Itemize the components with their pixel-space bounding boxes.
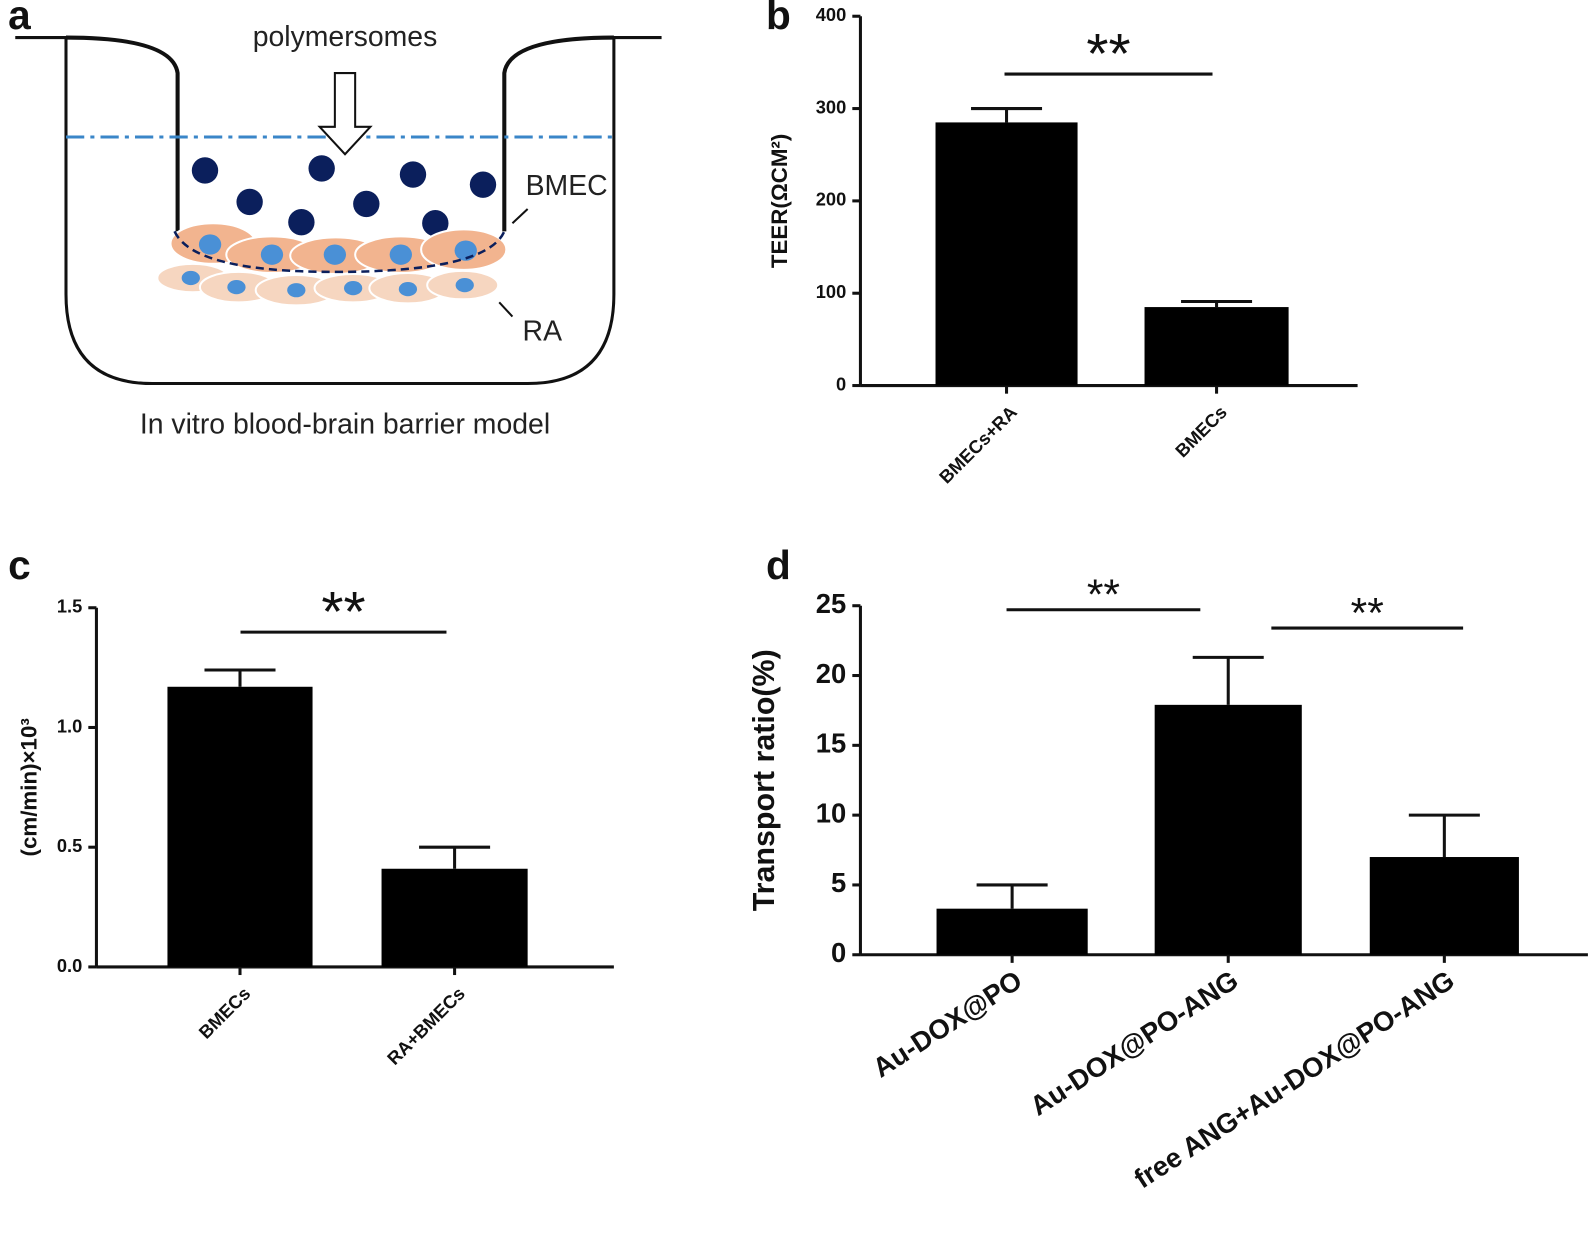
chart: b 0 100 200 300 400 TEER(ΩCM²) BMECs+RA BMECs ** <box>766 0 1358 487</box>
diagram: a polymersomes BMEC RA In vitro blood-br… <box>8 0 662 441</box>
bar <box>936 908 1088 955</box>
pointer <box>498 301 514 318</box>
y-tick-label: 0 <box>831 937 846 968</box>
x-tick-label: Au-DOX@PO-ANG <box>1024 964 1243 1121</box>
polymersomes <box>191 155 497 237</box>
bmec-cells <box>169 222 508 275</box>
y-tick-label: 200 <box>816 189 846 210</box>
panel-label: c <box>8 542 31 588</box>
membrane <box>173 230 506 274</box>
chart: d 0 5 10 15 20 25 Transport ratio(%) Au-DOX@POAu… <box>747 542 1588 1194</box>
well <box>15 36 662 386</box>
y-tick-label: 300 <box>816 96 846 117</box>
significance: ** <box>1086 23 1130 86</box>
bar <box>1154 704 1302 955</box>
y-axis-label: Transport ratio(%) <box>747 649 781 911</box>
y-tick-label: 400 <box>816 4 846 25</box>
insert <box>65 35 614 232</box>
arrow-label: polymersomes <box>253 21 438 53</box>
y-tick-label: 1.5 <box>57 596 82 617</box>
y-tick-label: 25 <box>816 588 846 619</box>
y-tick-label: 10 <box>816 797 846 828</box>
y-tick-label: 15 <box>816 728 846 759</box>
bar <box>1144 307 1289 386</box>
x-tick-label: Au-DOX@PO <box>867 964 1027 1083</box>
layer-label: BMEC <box>526 170 608 202</box>
y-tick-label: 0.0 <box>57 955 82 976</box>
significance: ** <box>1351 589 1384 637</box>
y-tick-label: 20 <box>816 658 846 689</box>
x-tick-label: RA+BMECs <box>383 983 469 1069</box>
bar <box>935 122 1078 386</box>
ra-cells <box>156 262 500 307</box>
bar <box>1369 857 1519 955</box>
x-tick-label: BMECs <box>194 983 254 1043</box>
caption: In vitro blood-brain barrier model <box>140 409 550 441</box>
significance: ** <box>321 581 365 644</box>
x-tick-label: BMECs <box>1171 401 1231 461</box>
y-tick-label: 0.5 <box>57 835 82 856</box>
chart: c 0.0 0.5 1.0 1.5 (cm/min)×10³ BMECs RA+BMECs ** <box>8 542 614 1069</box>
significance: ** <box>1087 571 1120 619</box>
y-axis-label: (cm/min)×10³ <box>16 718 41 856</box>
pointer <box>511 208 529 224</box>
y-tick-label: 1.0 <box>57 715 82 736</box>
arrow <box>317 72 373 156</box>
y-axis-label: TEER(ΩCM²) <box>767 134 792 268</box>
y-tick-label: 0 <box>836 373 846 394</box>
x-tick-label: BMECs+RA <box>935 401 1021 487</box>
panel-label: a <box>8 0 31 38</box>
y-tick-label: 100 <box>816 281 846 302</box>
panel-label: b <box>766 0 791 38</box>
y-tick-label: 5 <box>831 867 846 898</box>
bar <box>381 868 528 967</box>
bar <box>167 686 313 967</box>
layer-label: RA <box>523 315 563 347</box>
panel-label: d <box>766 542 791 588</box>
